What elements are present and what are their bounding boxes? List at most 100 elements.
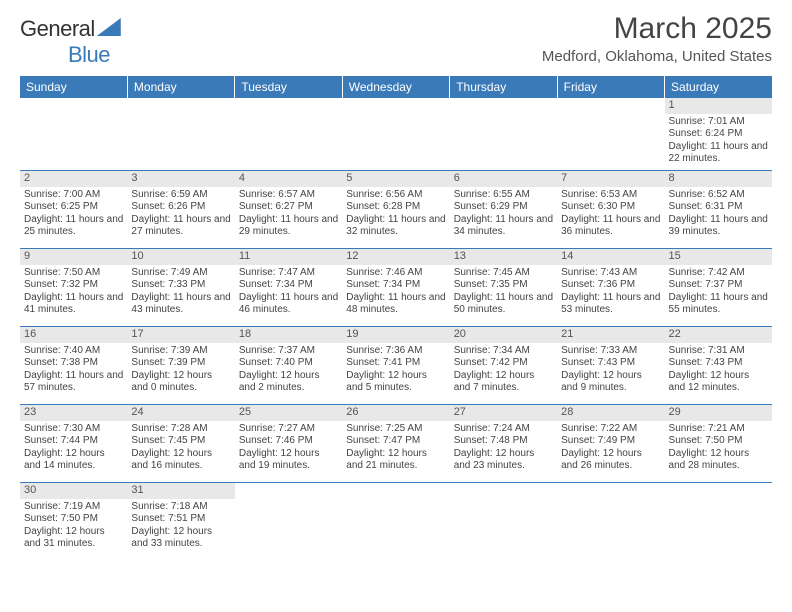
sunrise-text: Sunrise: 7:36 AM: [346, 345, 445, 358]
daylight-text: Daylight: 12 hours and 31 minutes.: [24, 526, 123, 551]
sunset-text: Sunset: 6:27 PM: [239, 201, 338, 214]
daylight-text: Daylight: 12 hours and 16 minutes.: [131, 448, 230, 473]
sunrise-text: Sunrise: 7:31 AM: [669, 345, 768, 358]
day-number: 23: [20, 405, 127, 421]
day-cell: 31Sunrise: 7:18 AMSunset: 7:51 PMDayligh…: [127, 482, 234, 560]
day-number: 19: [342, 327, 449, 343]
daylight-text: Daylight: 11 hours and 32 minutes.: [346, 214, 445, 239]
day-number: 16: [20, 327, 127, 343]
calendar-row: 2Sunrise: 7:00 AMSunset: 6:25 PMDaylight…: [20, 170, 772, 248]
day-cell: 5Sunrise: 6:56 AMSunset: 6:28 PMDaylight…: [342, 170, 449, 248]
empty-cell: [450, 482, 557, 560]
daylight-text: Daylight: 12 hours and 12 minutes.: [669, 370, 768, 395]
empty-cell: [235, 482, 342, 560]
sunrise-text: Sunrise: 7:37 AM: [239, 345, 338, 358]
daylight-text: Daylight: 12 hours and 5 minutes.: [346, 370, 445, 395]
day-cell: 7Sunrise: 6:53 AMSunset: 6:30 PMDaylight…: [557, 170, 664, 248]
empty-cell: [342, 98, 449, 170]
weekday-header: Thursday: [450, 76, 557, 98]
daylight-text: Daylight: 12 hours and 23 minutes.: [454, 448, 553, 473]
daylight-text: Daylight: 11 hours and 27 minutes.: [131, 214, 230, 239]
weekday-header: Wednesday: [342, 76, 449, 98]
daylight-text: Daylight: 11 hours and 34 minutes.: [454, 214, 553, 239]
sunset-text: Sunset: 7:38 PM: [24, 357, 123, 370]
sunrise-text: Sunrise: 7:49 AM: [131, 267, 230, 280]
sunset-text: Sunset: 7:34 PM: [239, 279, 338, 292]
empty-cell: [557, 482, 664, 560]
day-number: 28: [557, 405, 664, 421]
header: General Blue March 2025 Medford, Oklahom…: [20, 12, 772, 68]
location: Medford, Oklahoma, United States: [542, 48, 772, 65]
day-number: 14: [557, 249, 664, 265]
day-cell: 17Sunrise: 7:39 AMSunset: 7:39 PMDayligh…: [127, 326, 234, 404]
daylight-text: Daylight: 11 hours and 48 minutes.: [346, 292, 445, 317]
sunrise-text: Sunrise: 7:22 AM: [561, 423, 660, 436]
day-cell: 23Sunrise: 7:30 AMSunset: 7:44 PMDayligh…: [20, 404, 127, 482]
calendar-row: 23Sunrise: 7:30 AMSunset: 7:44 PMDayligh…: [20, 404, 772, 482]
empty-cell: [127, 98, 234, 170]
day-cell: 4 Sunrise: 6:57 AMSunset: 6:27 PMDaylight…: [235, 170, 342, 248]
sunrise-text: Sunrise: 7:50 AM: [24, 267, 123, 280]
calendar-row: 30Sunrise: 7:19 AMSunset: 7:50 PMDayligh…: [20, 482, 772, 560]
weekday-header: Monday: [127, 76, 234, 98]
logo: General Blue: [20, 16, 121, 68]
day-number: 8: [665, 171, 772, 187]
sunrise-text: Sunrise: 7:39 AM: [131, 345, 230, 358]
sunset-text: Sunset: 6:25 PM: [24, 201, 123, 214]
month-title: March 2025: [542, 12, 772, 46]
sunrise-text: Sunrise: 6:57 AM: [239, 189, 338, 202]
sunrise-text: Sunrise: 6:52 AM: [669, 189, 768, 202]
daylight-text: Daylight: 11 hours and 36 minutes.: [561, 214, 660, 239]
day-cell: 8Sunrise: 6:52 AMSunset: 6:31 PMDaylight…: [665, 170, 772, 248]
sunset-text: Sunset: 7:44 PM: [24, 435, 123, 448]
sunrise-text: Sunrise: 7:43 AM: [561, 267, 660, 280]
daylight-text: Daylight: 11 hours and 57 minutes.: [24, 370, 123, 395]
calendar-row: 1Sunrise: 7:01 AMSunset: 6:24 PMDaylight…: [20, 98, 772, 170]
day-number: 9: [20, 249, 127, 265]
day-cell: 2Sunrise: 7:00 AMSunset: 6:25 PMDaylight…: [20, 170, 127, 248]
day-number: 17: [127, 327, 234, 343]
sunset-text: Sunset: 7:33 PM: [131, 279, 230, 292]
day-cell: 10Sunrise: 7:49 AMSunset: 7:33 PMDayligh…: [127, 248, 234, 326]
sunset-text: Sunset: 7:50 PM: [24, 513, 123, 526]
empty-cell: [450, 98, 557, 170]
day-cell: 6Sunrise: 6:55 AMSunset: 6:29 PMDaylight…: [450, 170, 557, 248]
calendar-table: SundayMondayTuesdayWednesdayThursdayFrid…: [20, 76, 772, 560]
day-number: 2: [20, 171, 127, 187]
sunrise-text: Sunrise: 6:53 AM: [561, 189, 660, 202]
sail-icon: [97, 18, 121, 36]
daylight-text: Daylight: 12 hours and 26 minutes.: [561, 448, 660, 473]
daylight-text: Daylight: 12 hours and 33 minutes.: [131, 526, 230, 551]
day-cell: 14Sunrise: 7:43 AMSunset: 7:36 PMDayligh…: [557, 248, 664, 326]
day-cell: 15Sunrise: 7:42 AMSunset: 7:37 PMDayligh…: [665, 248, 772, 326]
daylight-text: Daylight: 11 hours and 22 minutes.: [669, 141, 768, 166]
day-cell: 16Sunrise: 7:40 AMSunset: 7:38 PMDayligh…: [20, 326, 127, 404]
sunset-text: Sunset: 7:43 PM: [669, 357, 768, 370]
sunrise-text: Sunrise: 7:34 AM: [454, 345, 553, 358]
day-number: 4: [235, 171, 342, 187]
empty-cell: [235, 98, 342, 170]
weekday-header: Friday: [557, 76, 664, 98]
day-cell: 21Sunrise: 7:33 AMSunset: 7:43 PMDayligh…: [557, 326, 664, 404]
day-number: 22: [665, 327, 772, 343]
sunrise-text: Sunrise: 7:47 AM: [239, 267, 338, 280]
day-number: 21: [557, 327, 664, 343]
day-number: 7: [557, 171, 664, 187]
logo-text: General Blue: [20, 16, 121, 68]
day-number: 18: [235, 327, 342, 343]
sunset-text: Sunset: 7:35 PM: [454, 279, 553, 292]
calendar-head: SundayMondayTuesdayWednesdayThursdayFrid…: [20, 76, 772, 98]
day-number: 1: [665, 98, 772, 114]
weekday-header: Saturday: [665, 76, 772, 98]
sunrise-text: Sunrise: 7:45 AM: [454, 267, 553, 280]
empty-cell: [665, 482, 772, 560]
sunrise-text: Sunrise: 7:25 AM: [346, 423, 445, 436]
daylight-text: Daylight: 11 hours and 29 minutes.: [239, 214, 338, 239]
sunset-text: Sunset: 7:40 PM: [239, 357, 338, 370]
daylight-text: Daylight: 12 hours and 14 minutes.: [24, 448, 123, 473]
day-number: 10: [127, 249, 234, 265]
daylight-text: Daylight: 12 hours and 2 minutes.: [239, 370, 338, 395]
day-cell: 30Sunrise: 7:19 AMSunset: 7:50 PMDayligh…: [20, 482, 127, 560]
calendar-row: 16Sunrise: 7:40 AMSunset: 7:38 PMDayligh…: [20, 326, 772, 404]
sunrise-text: Sunrise: 7:28 AM: [131, 423, 230, 436]
